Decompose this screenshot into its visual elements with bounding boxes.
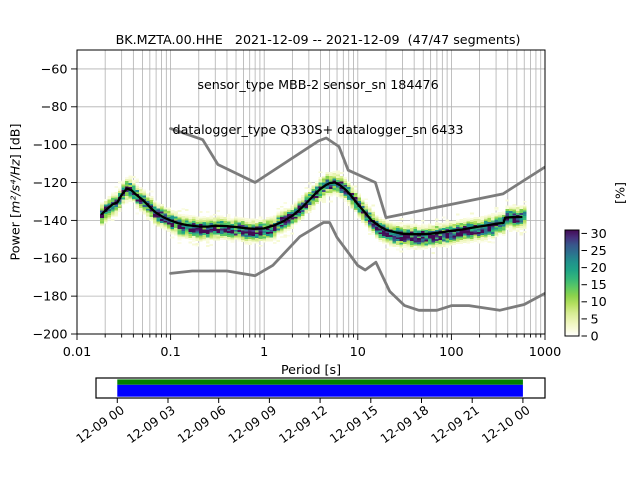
colorbar-tick-label: 0 [591, 329, 599, 344]
coverage-timeline [95, 377, 546, 403]
plot-frame [76, 49, 546, 335]
x-tick-label: 1000 [529, 345, 562, 360]
timeline-tick-label: 12-09 12 [276, 403, 329, 446]
nhnm-curve [169, 127, 545, 219]
timeline-data-band [117, 379, 523, 385]
x-tick-label: 0.01 [63, 345, 92, 360]
timeline-tick-label: 12-09 21 [429, 403, 482, 446]
timeline-tick-label: 12-09 15 [327, 403, 380, 446]
nlnm-curve [169, 221, 545, 312]
x-tick-label: 0.1 [160, 345, 180, 360]
colorbar-tick-label: 30 [591, 227, 607, 242]
timeline-tick-label: 12-09 00 [74, 403, 127, 446]
mean-psd-curve [100, 181, 523, 236]
y-tick-label: −120 [32, 176, 67, 191]
y-tick-label: −180 [32, 290, 67, 305]
y-tick-label: −100 [32, 138, 67, 153]
y-tick-label: −80 [40, 100, 67, 115]
x-tick-label: 1 [260, 345, 268, 360]
y-tick-label: −200 [32, 327, 67, 342]
timeline-tick-label: 12-09 18 [378, 403, 431, 446]
x-tick-label: 10 [350, 345, 366, 360]
colorbar-tick-label: 25 [591, 244, 607, 259]
colorbar [564, 229, 580, 337]
timeline-tick-label: 12-10 00 [479, 403, 532, 446]
grid-lines [76, 50, 546, 334]
timeline-psd-band [117, 384, 523, 397]
timeline-tick-label: 12-09 09 [226, 403, 279, 446]
colorbar-tick-label: 10 [591, 295, 607, 310]
axis-ticks [71, 68, 546, 340]
y-tick-label: −140 [32, 214, 67, 229]
timeline-tick-label: 12-09 03 [124, 403, 177, 446]
psd-histogram [100, 170, 527, 254]
y-tick-label: −60 [40, 62, 67, 77]
colorbar-tick-label: 20 [591, 261, 607, 276]
timeline-tick-label: 12-09 06 [175, 403, 228, 446]
colorbar-tick-label: 15 [591, 278, 607, 293]
x-tick-label: 100 [439, 345, 463, 360]
colorbar-tick-label: 5 [591, 312, 599, 327]
y-tick-label: −160 [32, 252, 67, 267]
